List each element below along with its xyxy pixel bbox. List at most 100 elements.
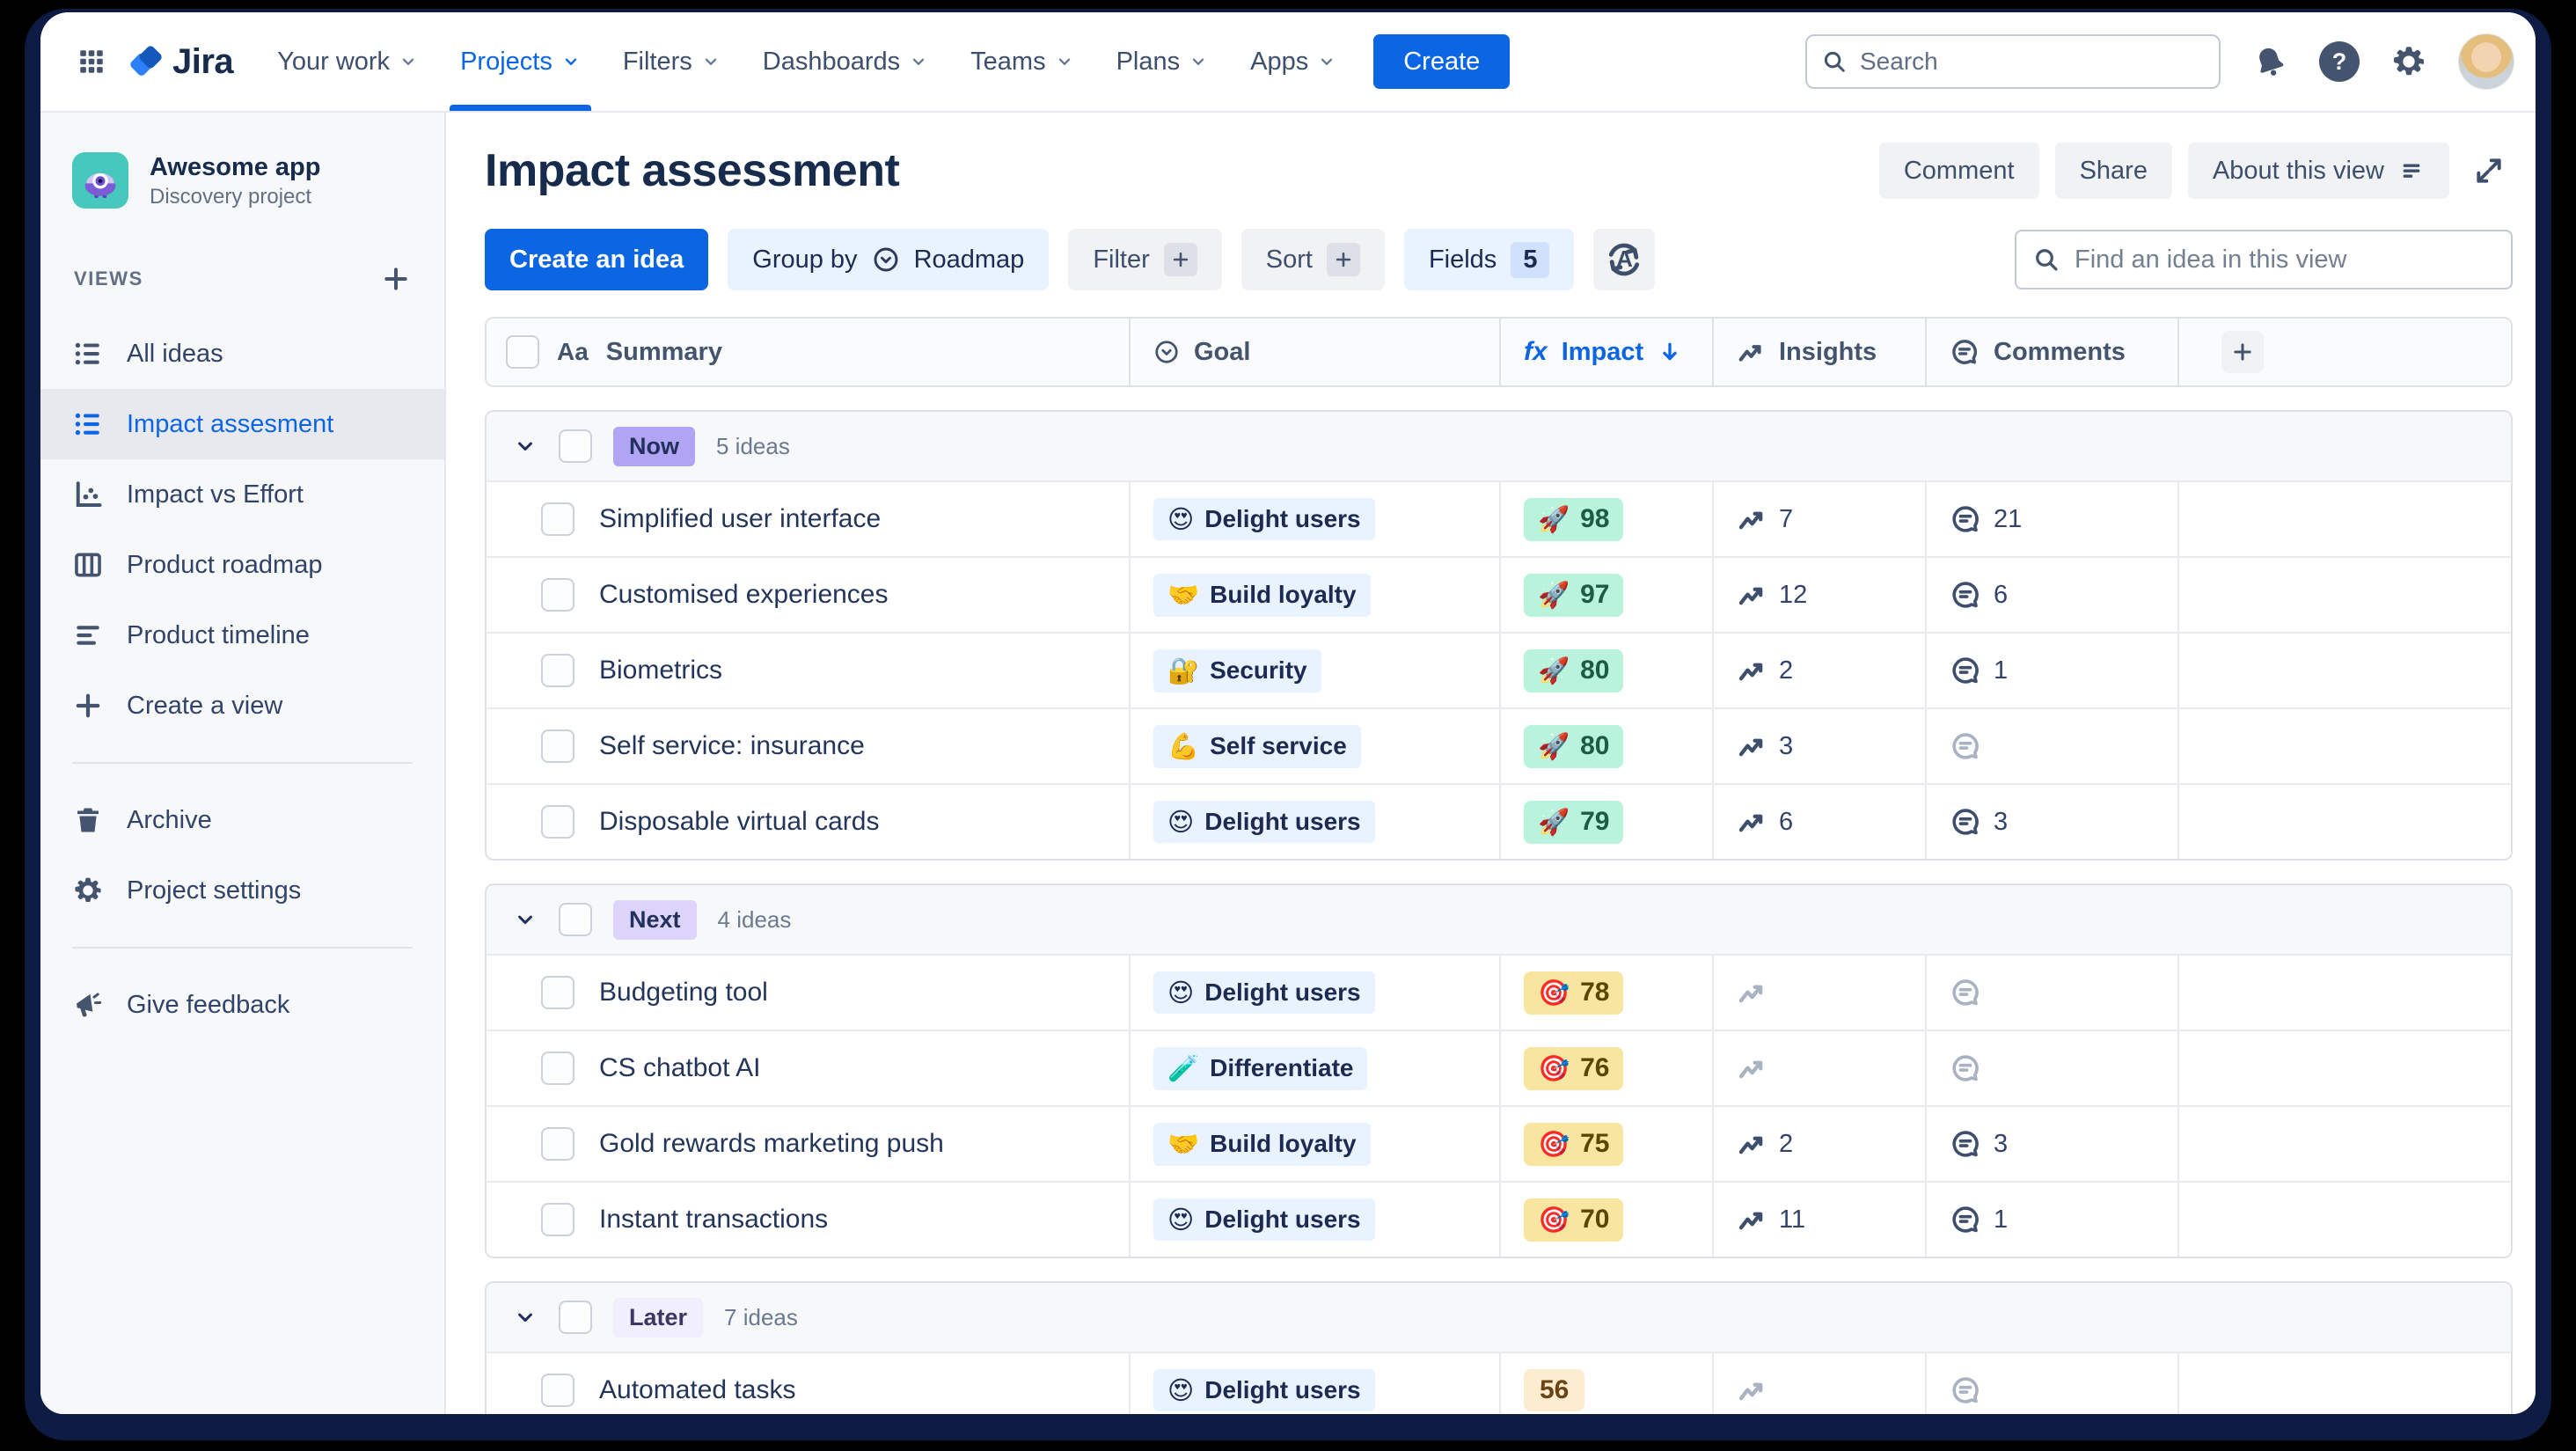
collapse-chevron-icon[interactable] (513, 907, 538, 932)
sidebar-item-project-settings[interactable]: Project settings (40, 855, 444, 926)
row-checkbox[interactable] (541, 729, 574, 763)
sidebar-item-impact-vs-effort[interactable]: Impact vs Effort (40, 459, 444, 530)
find-idea-input[interactable] (2015, 230, 2513, 289)
row-checkbox[interactable] (541, 1127, 574, 1161)
goal-pill[interactable]: 💪 Self service (1153, 724, 1361, 768)
impact-pill[interactable]: 🚀 80 (1524, 724, 1624, 768)
help-icon[interactable]: ? (2319, 41, 2360, 82)
goal-emoji-icon: 🔐 (1167, 655, 1200, 685)
user-avatar[interactable] (2458, 33, 2514, 90)
sidebar-item-give-feedback[interactable]: Give feedback (40, 970, 444, 1040)
nav-teams[interactable]: Teams (949, 12, 1094, 111)
impact-pill[interactable]: 🚀 79 (1524, 800, 1624, 844)
impact-pill[interactable]: 🎯 78 (1524, 971, 1624, 1015)
goal-pill[interactable]: 😍 Delight users (1153, 1369, 1375, 1411)
table-row[interactable]: Automated tasks 😍 Delight users 56 (487, 1352, 2511, 1414)
impact-pill[interactable]: 🎯 76 (1524, 1046, 1624, 1090)
goal-pill[interactable]: 🤝 Build loyalty (1153, 1122, 1371, 1166)
table-row[interactable]: CS chatbot AI 🧪 Differentiate 🎯 76 (487, 1030, 2511, 1105)
expand-icon (2473, 155, 2505, 187)
nav-plans[interactable]: Plans (1095, 12, 1230, 111)
filter-button[interactable]: Filter (1068, 229, 1222, 290)
sidebar-item-archive[interactable]: Archive (40, 785, 444, 855)
column-header-summary[interactable]: Aa Summary (487, 319, 1129, 385)
add-column-button[interactable] (2221, 331, 2264, 373)
table-row[interactable]: Biometrics 🔐 Security 🚀 80 2 1 (487, 632, 2511, 707)
column-header-impact[interactable]: fx Impact (1499, 319, 1712, 385)
impact-pill[interactable]: 🚀 98 (1524, 497, 1624, 541)
app-switcher-icon[interactable] (67, 37, 116, 86)
table-row[interactable]: Simplified user interface 😍 Delight users… (487, 480, 2511, 556)
group-checkbox[interactable] (559, 903, 592, 936)
project-header[interactable]: Awesome app Discovery project (40, 113, 444, 209)
row-checkbox[interactable] (541, 1203, 574, 1236)
impact-pill[interactable]: 🚀 97 (1524, 573, 1624, 617)
goal-pill[interactable]: 🤝 Build loyalty (1153, 573, 1371, 617)
impact-pill[interactable]: 🎯 70 (1524, 1198, 1624, 1242)
sidebar-item-impact-assesment[interactable]: Impact assesment (40, 389, 444, 460)
nav-filters[interactable]: Filters (602, 12, 742, 111)
group-by-button[interactable]: Group by Roadmap (728, 229, 1050, 290)
impact-emoji-icon: 🚀 (1538, 579, 1570, 610)
row-checkbox[interactable] (541, 502, 574, 536)
settings-gear-icon[interactable] (2386, 39, 2432, 84)
group-badge[interactable]: Later (613, 1297, 704, 1337)
row-checkbox[interactable] (541, 1374, 574, 1407)
group-badge[interactable]: Now (613, 426, 695, 466)
row-checkbox[interactable] (541, 654, 574, 687)
notifications-bell-icon[interactable] (2247, 39, 2293, 84)
goal-pill[interactable]: 😍 Delight users (1153, 1198, 1375, 1241)
create-an-idea-button[interactable]: Create an idea (485, 229, 709, 290)
impact-pill[interactable]: 56 (1524, 1369, 1585, 1411)
idea-summary: Instant transactions (599, 1205, 829, 1234)
collapse-chevron-icon[interactable] (513, 434, 538, 458)
nav-projects[interactable]: Projects (439, 12, 602, 111)
goal-pill[interactable]: 😍 Delight users (1153, 801, 1375, 843)
table-row[interactable]: Gold rewards marketing push 🤝 Build loyal… (487, 1105, 2511, 1181)
impact-pill[interactable]: 🎯 75 (1524, 1122, 1624, 1166)
global-search (1805, 34, 2221, 89)
row-checkbox[interactable] (541, 1052, 574, 1085)
goal-pill[interactable]: 🔐 Security (1153, 649, 1321, 693)
nav-dashboards[interactable]: Dashboards (742, 12, 949, 111)
table-row[interactable]: Disposable virtual cards 😍 Delight users … (487, 783, 2511, 859)
goal-pill[interactable]: 🧪 Differentiate (1153, 1046, 1368, 1090)
auto-sort-button[interactable]: A (1593, 229, 1656, 290)
table-row[interactable]: Instant transactions 😍 Delight users 🎯 70 … (487, 1181, 2511, 1257)
table-row[interactable]: Customised experiences 🤝 Build loyalty 🚀 9… (487, 556, 2511, 632)
row-checkbox[interactable] (541, 976, 574, 1009)
collapse-chevron-icon[interactable] (513, 1305, 538, 1330)
nav-apps[interactable]: Apps (1229, 12, 1358, 111)
column-header-goal[interactable]: Goal (1129, 319, 1499, 385)
create-button[interactable]: Create (1373, 34, 1511, 89)
select-all-checkbox[interactable] (506, 335, 539, 369)
fields-button[interactable]: Fields 5 (1403, 229, 1575, 290)
nav-your-work[interactable]: Your work (256, 12, 439, 111)
row-checkbox[interactable] (541, 578, 574, 612)
group-checkbox[interactable] (559, 1301, 592, 1334)
circle-chevron-icon (1153, 339, 1180, 365)
global-search-input[interactable] (1805, 34, 2221, 89)
column-header-insights[interactable]: Insights (1712, 319, 1925, 385)
column-header-comments[interactable]: Comments (1925, 319, 2177, 385)
table-row[interactable]: Budgeting tool 😍 Delight users 🎯 78 (487, 954, 2511, 1030)
row-checkbox[interactable] (541, 805, 574, 839)
sidebar-item-all-ideas[interactable]: All ideas (40, 319, 444, 389)
goal-pill[interactable]: 😍 Delight users (1153, 971, 1375, 1014)
group-checkbox[interactable] (559, 429, 592, 463)
goal-pill[interactable]: 😍 Delight users (1153, 498, 1375, 540)
expand-view-button[interactable] (2465, 147, 2513, 194)
sidebar-item-product-roadmap[interactable]: Product roadmap (40, 530, 444, 600)
sidebar-item-product-timeline[interactable]: Product timeline (40, 600, 444, 671)
jira-logo[interactable]: Jira (127, 42, 234, 82)
table-row[interactable]: Self service: insurance 💪 Self service 🚀 8… (487, 707, 2511, 783)
share-button[interactable]: Share (2054, 143, 2172, 199)
impact-pill[interactable]: 🚀 80 (1524, 649, 1624, 693)
sidebar-item-create-a-view[interactable]: Create a view (40, 671, 444, 741)
sort-button[interactable]: Sort (1240, 229, 1385, 290)
about-this-view-button[interactable]: About this view (2187, 143, 2449, 199)
group-badge[interactable]: Next (613, 899, 697, 940)
trend-icon (1737, 731, 1767, 761)
comment-button[interactable]: Comment (1878, 143, 2039, 199)
add-view-icon[interactable] (381, 264, 411, 294)
